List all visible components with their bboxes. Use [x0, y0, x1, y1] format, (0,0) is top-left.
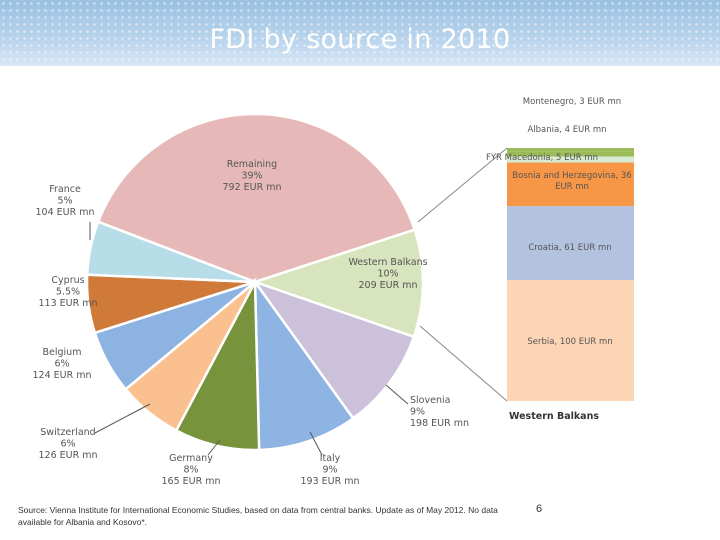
slide-title: FDI by source in 2010: [209, 24, 511, 55]
stack-segment-bosnia-and-herzegovina: [507, 162, 634, 207]
stack-label-fyr-macedonia: FYR Macedonia, 5 EUR mn: [486, 153, 598, 163]
source-note: Source: Vienna Institute for Internation…: [18, 505, 498, 527]
stack-segment-serbia: [507, 279, 634, 401]
pie-label-western-balkans: Western Balkans 10% 209 EUR mn: [348, 257, 427, 291]
pie-label-cyprus: Cyprus 5.5% 113 EUR mn: [38, 275, 97, 309]
pie-label-switzerland: Switzerland 6% 126 EUR mn: [38, 427, 97, 461]
connector-lines: [417, 147, 508, 402]
stack-segment-croatia: [507, 206, 634, 280]
stack-label-serbia: Serbia, 100 EUR mn: [527, 337, 612, 347]
header-pattern: [0, 0, 720, 66]
pie-slice-italy: [253, 277, 355, 452]
header-banner: FDI by source in 2010: [0, 0, 720, 66]
leader-line-germany: [207, 439, 221, 456]
pie-slice-remaining: [96, 112, 417, 284]
leader-line-switzerland: [94, 403, 151, 434]
stack-label-croatia: Croatia, 61 EUR mn: [528, 243, 611, 253]
stack-label-bosnia-and-herzegovina: Bosnia and Herzegovina, 36 EUR mn: [512, 171, 631, 192]
leader-line-slovenia: [385, 384, 409, 405]
stack-segment-albania: [507, 151, 634, 157]
pie-slice-france: [85, 220, 256, 284]
stack-label-albania: Albania, 4 EUR mn: [527, 125, 606, 135]
pie-label-italy: Italy 9% 193 EUR mn: [300, 453, 359, 487]
pie-chart: Remaining 39% 792 EUR mn Western Balkans 10%…: [32, 112, 469, 487]
stack-segment-montenegro: [507, 148, 634, 152]
pie-label-germany: Germany 8% 165 EUR mn: [161, 453, 220, 487]
connector-line-bottom: [419, 325, 508, 402]
leader-line-italy: [309, 431, 323, 456]
pie-slice-western-balkans: [251, 228, 425, 339]
pie-label-france: France 5% 104 EUR mn: [35, 184, 94, 218]
pie-label-slovenia: Slovenia 9% 198 EUR mn: [410, 395, 469, 429]
page-number: 6: [536, 503, 543, 515]
pie-label-remaining: Remaining 39% 792 EUR mn: [222, 159, 281, 193]
stacked-bar-chart: Serbia, 100 EUR mn Croatia, 61 EUR mn Bosn…: [486, 97, 634, 422]
connector-line-top: [417, 147, 508, 223]
stack-segment-fyr-macedonia: [507, 156, 634, 163]
pie-label-belgium: Belgium 6% 124 EUR mn: [32, 347, 91, 381]
stack-axis-label: Western Balkans: [509, 411, 599, 422]
stack-label-montenegro: Montenegro, 3 EUR mn: [523, 97, 621, 107]
pie-slice-slovenia: [251, 279, 416, 421]
